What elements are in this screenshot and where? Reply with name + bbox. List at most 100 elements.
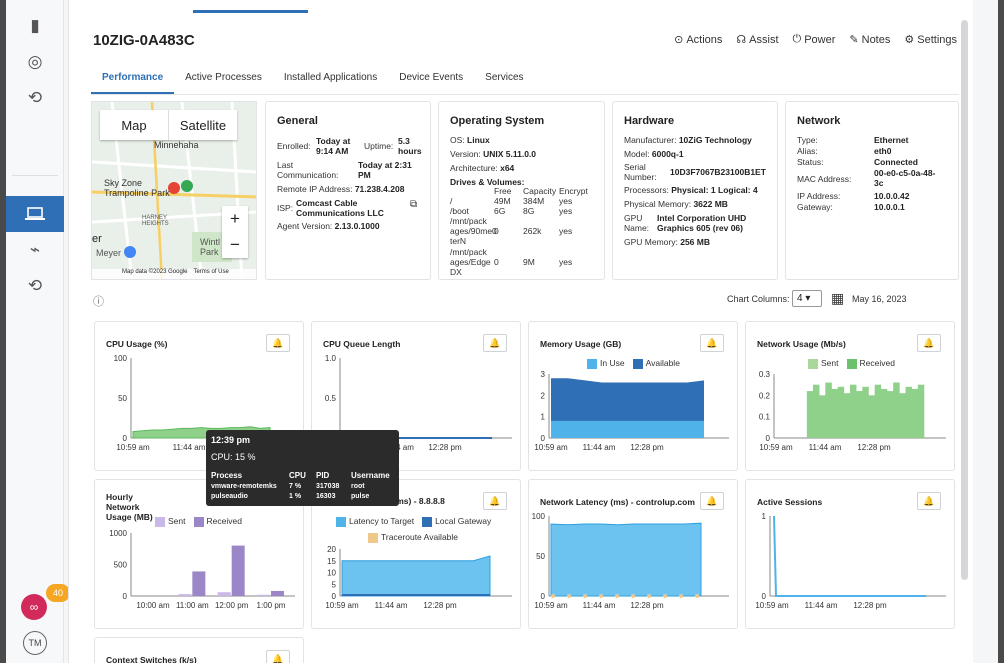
y-tick-label: 100 — [532, 512, 546, 521]
gear-icon: ⚙ — [904, 34, 915, 46]
compass-icon[interactable]: ◎ — [27, 52, 43, 71]
y-tick-label: 0.1 — [759, 413, 771, 422]
bell-icon[interactable]: 🔔 — [266, 650, 290, 663]
actions-button[interactable]: ⊙ Actions — [674, 33, 723, 47]
hardware-card: Hardware Manufacturer: 10ZiG Technology … — [612, 101, 778, 280]
x-tick-label: 12:28 pm — [428, 443, 462, 452]
map-view-button[interactable]: Map — [121, 117, 147, 133]
chart-context-switches: Context Switches (k/s) 🔔 — [94, 637, 304, 663]
tab-services[interactable]: Services — [485, 72, 524, 83]
tab-device-events[interactable]: Device Events — [399, 72, 464, 83]
chart-title: CPU Usage (%) — [106, 339, 168, 349]
net-usage-bar — [825, 382, 832, 438]
x-tick-label: 12:28 pm — [853, 601, 887, 610]
chart-active-sessions: Active Sessions 🔔 1 0 10:59 am 11:44 am 12:2… — [745, 479, 955, 629]
satellite-view-button[interactable]: Satellite — [168, 110, 237, 140]
y-tick-label: 0.2 — [759, 391, 771, 400]
bell-icon[interactable]: 🔔 — [917, 492, 941, 510]
latency-target-area — [341, 555, 491, 597]
x-tick-label: 11:44 am — [375, 601, 408, 610]
x-tick-label: 12:28 pm — [630, 443, 664, 452]
bell-icon[interactable]: 🔔 — [483, 334, 507, 352]
y-tick-label: 50 — [536, 552, 545, 561]
net-usage-bar — [813, 384, 820, 438]
x-tick-label: 11:44 am — [583, 443, 616, 452]
hardware-title: Hardware — [624, 115, 675, 127]
y-tick-label: 15 — [327, 557, 336, 566]
power-button[interactable]: ⏻ Power — [792, 33, 836, 46]
x-tick-label: 12:28 pm — [423, 601, 457, 610]
assist-button[interactable]: ☊ Assist — [736, 33, 779, 47]
x-tick-label: 11:44 am — [809, 443, 842, 452]
x-tick-label: 10:59 am — [116, 443, 150, 452]
nav-rail: ▮ ◎ ⟲ ⌁ ⟲ ∞ 40 TM — [6, 0, 70, 663]
bell-icon[interactable]: 🔔 — [700, 492, 724, 510]
y-tick-label: 0 — [766, 434, 771, 443]
traceroute-point — [647, 594, 651, 598]
terms-link[interactable]: Terms of Use — [193, 269, 229, 275]
y-tick-label: 10 — [327, 569, 336, 578]
info-icon[interactable]: ⓘ — [93, 296, 104, 308]
net-usage-bar — [874, 384, 882, 438]
hourly-sent-bar — [178, 594, 192, 596]
settings-button[interactable]: ⚙ Settings — [904, 33, 957, 47]
general-card: General Enrolled: Today at 9:14 AM Uptim… — [265, 101, 431, 280]
y-tick-label: 2 — [541, 391, 546, 400]
laptop-nav-item[interactable] — [6, 196, 64, 232]
net-usage-bar — [911, 388, 919, 438]
y-tick-label: 3 — [541, 370, 546, 379]
net-usage-bar — [880, 388, 888, 438]
net-usage-bar — [837, 386, 845, 438]
hourly-received-bar — [231, 545, 245, 596]
tab-performance[interactable]: Performance — [91, 66, 175, 94]
y-tick-label: 0 — [762, 592, 767, 601]
y-tick-label: 0 — [332, 592, 337, 601]
memory-inuse-area — [551, 420, 704, 438]
y-tick-label: 50 — [118, 394, 127, 403]
chart-columns-select[interactable]: 4 ▾ — [792, 290, 822, 307]
location-map[interactable]: Map Satellite Minnehaha Sky Zone Trampoli… — [91, 101, 257, 280]
x-tick-label: 12:00 pm — [215, 601, 249, 610]
hourly-sent-bar — [257, 594, 270, 596]
notes-button[interactable]: ✎ Notes — [849, 33, 891, 47]
alerts-icon[interactable]: ∞ — [21, 594, 47, 620]
active-sessions-plot: 1 010:59 am 11:44 am 12:28 pm — [755, 512, 946, 610]
history-icon[interactable]: ⟲ — [27, 276, 43, 295]
bell-icon[interactable]: 🔔 — [700, 334, 724, 352]
power-icon: ⏻ — [792, 33, 802, 45]
avatar[interactable]: TM — [23, 631, 47, 655]
x-tick-label: 12:28 pm — [857, 443, 891, 452]
y-tick-label: 0 — [541, 434, 546, 443]
tab-active-processes[interactable]: Active Processes — [185, 72, 262, 83]
x-tick-label: 11:44 am — [583, 601, 616, 610]
net-usage-bar — [806, 391, 814, 438]
play-circle-icon: ⊙ — [674, 34, 684, 46]
x-tick-label: 10:59 am — [534, 601, 568, 610]
traceroute-point — [663, 594, 667, 598]
calendar-icon[interactable]: ▦ — [831, 290, 845, 306]
zoom-in-button[interactable]: + — [230, 209, 240, 228]
history-icon[interactable]: ⟲ — [27, 88, 43, 107]
net-usage-bar — [856, 391, 863, 438]
os-card: Operating System OS: Linux Version: UNIX… — [438, 101, 605, 280]
bell-icon[interactable]: 🔔 — [266, 334, 290, 352]
scrollbar[interactable] — [961, 20, 968, 580]
zoom-out-button[interactable]: − — [230, 235, 240, 254]
external-link-icon[interactable]: ⧉ — [410, 199, 418, 210]
bell-icon[interactable]: 🔔 — [917, 334, 941, 352]
net-usage-bar — [850, 384, 857, 438]
bar-chart-icon[interactable]: ▮ — [30, 16, 40, 35]
traceroute-point — [583, 594, 587, 598]
traceroute-point — [695, 594, 699, 598]
y-tick-label: 100 — [114, 354, 128, 363]
note-icon: ✎ — [849, 34, 859, 46]
tab-installed-applications[interactable]: Installed Applications — [283, 72, 378, 83]
app-frame: ▮ ◎ ⟲ ⌁ ⟲ ∞ 40 TM 10ZIG-0A483C ⊙ Actions … — [6, 0, 998, 663]
latency-controlup-area — [550, 522, 702, 597]
monitor-pulse-icon[interactable]: ⌁ — [29, 240, 41, 259]
laptop-icon — [25, 207, 45, 220]
hourly-network-plot: 1000 500 0 10:00 am 11:00 am 12:00 pm 1:00 pm — [109, 529, 295, 610]
date-display[interactable]: May 16, 2023 — [852, 294, 907, 304]
bell-icon[interactable]: 🔔 — [483, 492, 507, 510]
